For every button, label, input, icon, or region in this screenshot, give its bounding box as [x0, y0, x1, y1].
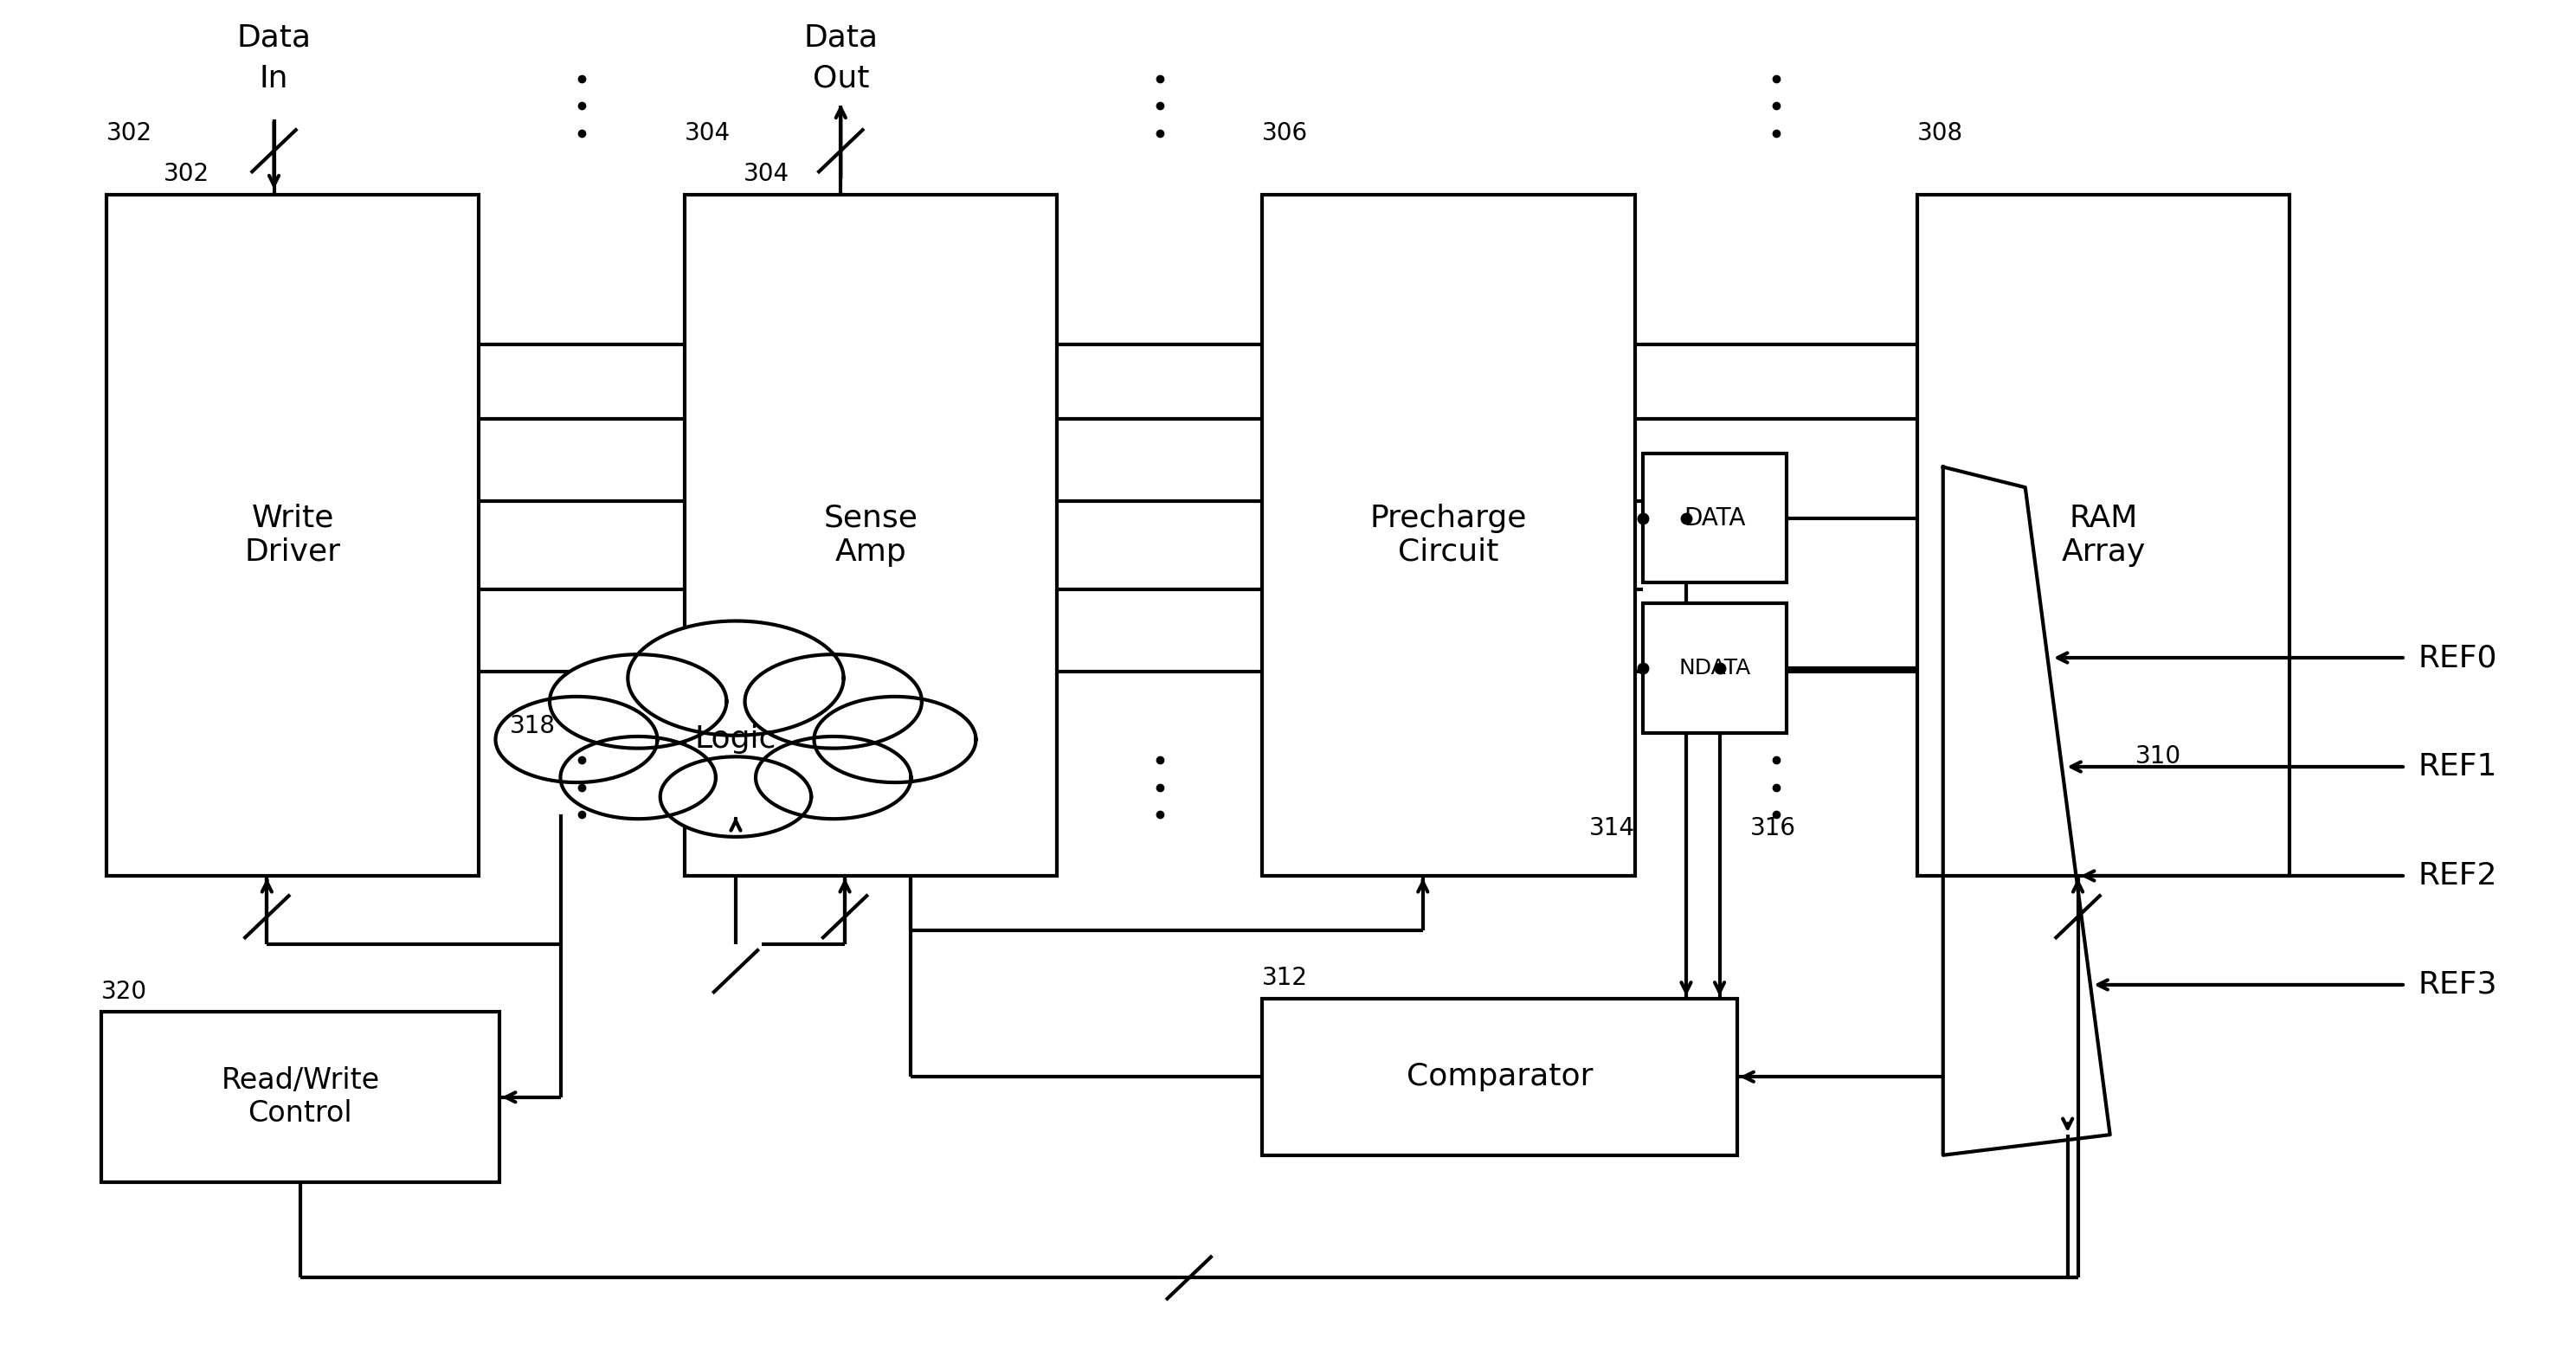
- Text: 302: 302: [106, 121, 152, 145]
- Text: 304: 304: [744, 162, 788, 186]
- Text: Write
Driver: Write Driver: [245, 503, 340, 567]
- Circle shape: [744, 655, 922, 748]
- Bar: [100, 1012, 500, 1182]
- Bar: [1643, 603, 1785, 733]
- Text: 310: 310: [2136, 744, 2182, 769]
- Text: In: In: [260, 64, 289, 93]
- Text: 320: 320: [100, 980, 147, 1004]
- Text: 314: 314: [1589, 817, 1636, 840]
- Text: 316: 316: [1749, 817, 1795, 840]
- Text: 304: 304: [685, 121, 732, 145]
- Text: REF1: REF1: [2419, 752, 2499, 781]
- Bar: [1262, 195, 1636, 875]
- Text: Out: Out: [811, 64, 868, 93]
- Circle shape: [814, 696, 976, 782]
- Polygon shape: [1942, 467, 2110, 1155]
- Text: Precharge
Circuit: Precharge Circuit: [1370, 503, 1528, 567]
- Text: DATA: DATA: [1685, 506, 1747, 530]
- Circle shape: [549, 655, 726, 748]
- Bar: [106, 195, 479, 875]
- Text: NDATA: NDATA: [1680, 658, 1752, 678]
- Circle shape: [495, 696, 657, 782]
- Text: 302: 302: [165, 162, 209, 186]
- Bar: [685, 195, 1056, 875]
- Bar: [1643, 453, 1785, 582]
- Text: REF2: REF2: [2419, 862, 2499, 891]
- Text: Logic: Logic: [696, 725, 775, 755]
- Bar: [1917, 195, 2290, 875]
- Text: Sense
Amp: Sense Amp: [824, 503, 917, 567]
- Text: Data: Data: [237, 23, 312, 52]
- Text: REF0: REF0: [2419, 643, 2499, 673]
- Text: 306: 306: [1262, 121, 1309, 145]
- Text: 318: 318: [510, 714, 556, 738]
- Text: RAM
Array: RAM Array: [2061, 503, 2146, 567]
- Text: REF3: REF3: [2419, 970, 2499, 1000]
- Circle shape: [755, 737, 912, 819]
- Text: 312: 312: [1262, 966, 1309, 991]
- Text: 308: 308: [1917, 121, 1963, 145]
- Text: Data: Data: [804, 23, 878, 52]
- Text: Read/Write
Control: Read/Write Control: [222, 1066, 379, 1128]
- Bar: [1262, 999, 1739, 1155]
- Text: Comparator: Comparator: [1406, 1062, 1592, 1092]
- Circle shape: [629, 621, 842, 736]
- Circle shape: [562, 737, 716, 819]
- Circle shape: [659, 756, 811, 837]
